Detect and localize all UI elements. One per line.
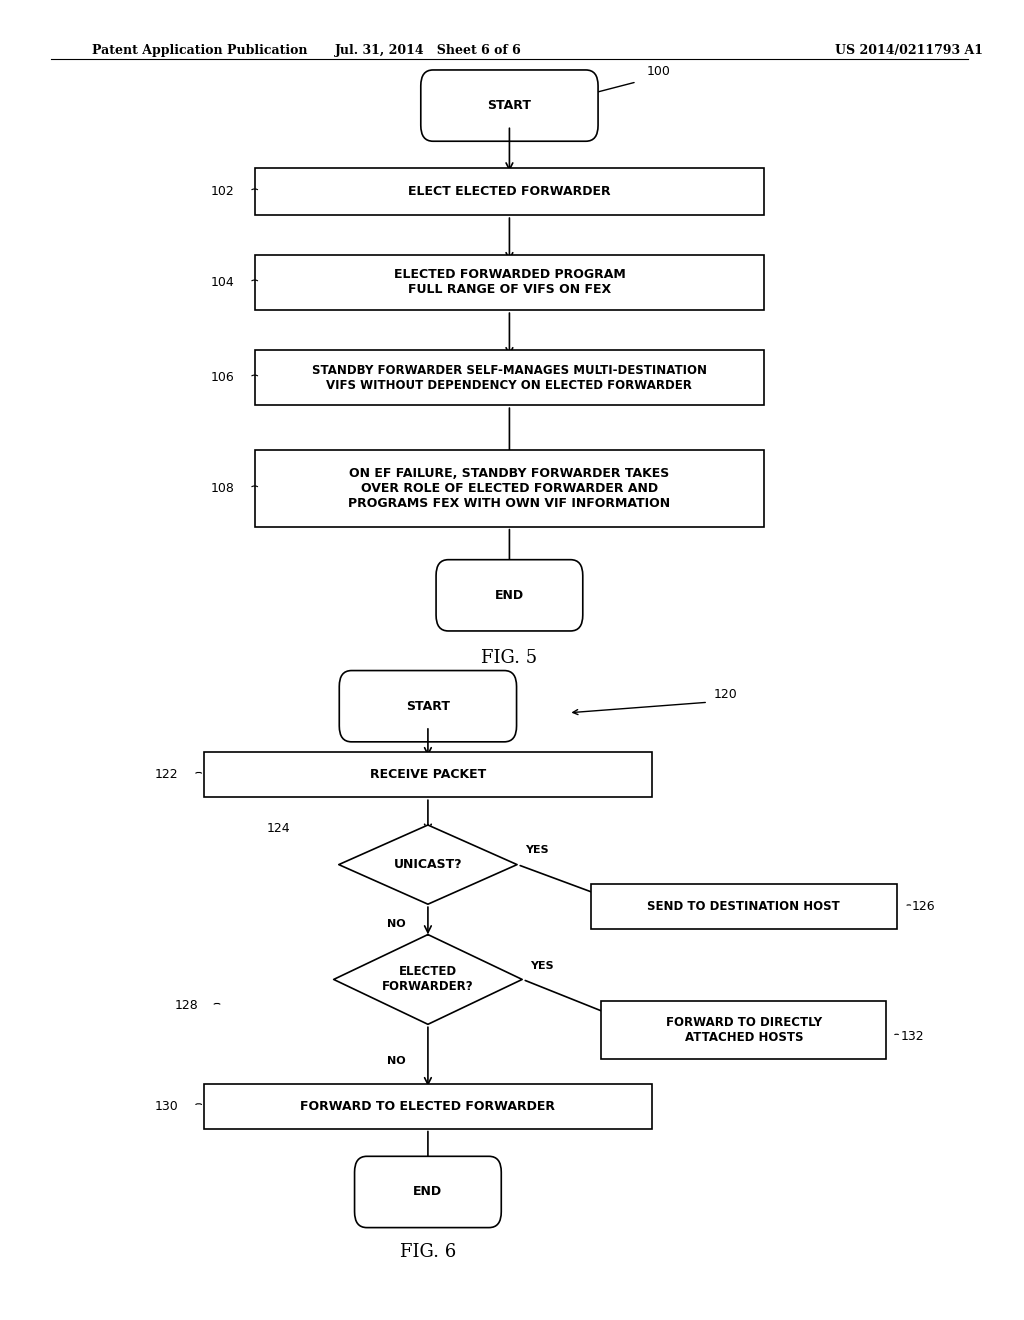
Text: NO: NO xyxy=(387,919,406,929)
FancyBboxPatch shape xyxy=(339,671,516,742)
Text: UNICAST?: UNICAST? xyxy=(393,858,462,871)
Text: ELECTED
FORWARDER?: ELECTED FORWARDER? xyxy=(382,965,474,994)
FancyBboxPatch shape xyxy=(204,752,652,797)
Text: FORWARD TO ELECTED FORWARDER: FORWARD TO ELECTED FORWARDER xyxy=(300,1100,555,1113)
Text: YES: YES xyxy=(524,845,548,855)
Text: 120: 120 xyxy=(713,688,737,701)
FancyBboxPatch shape xyxy=(436,560,583,631)
FancyBboxPatch shape xyxy=(255,450,764,527)
FancyBboxPatch shape xyxy=(591,884,897,929)
Text: STANDBY FORWARDER SELF-MANAGES MULTI-DESTINATION
VIFS WITHOUT DEPENDENCY ON ELEC: STANDBY FORWARDER SELF-MANAGES MULTI-DES… xyxy=(312,363,707,392)
Polygon shape xyxy=(334,935,522,1024)
Text: START: START xyxy=(406,700,450,713)
FancyBboxPatch shape xyxy=(255,255,764,310)
Text: FIG. 5: FIG. 5 xyxy=(481,649,538,668)
Text: SEND TO DESTINATION HOST: SEND TO DESTINATION HOST xyxy=(647,900,840,913)
Text: 102: 102 xyxy=(211,185,234,198)
Text: ELECTED FORWARDED PROGRAM
FULL RANGE OF VIFS ON FEX: ELECTED FORWARDED PROGRAM FULL RANGE OF … xyxy=(393,268,626,297)
FancyBboxPatch shape xyxy=(255,350,764,405)
Text: RECEIVE PACKET: RECEIVE PACKET xyxy=(370,768,486,781)
FancyBboxPatch shape xyxy=(204,1084,652,1129)
Text: 128: 128 xyxy=(175,999,199,1012)
Text: 100: 100 xyxy=(647,65,671,78)
Text: US 2014/0211793 A1: US 2014/0211793 A1 xyxy=(836,44,983,57)
Text: FIG. 6: FIG. 6 xyxy=(399,1243,456,1262)
Text: 104: 104 xyxy=(211,276,234,289)
Text: ELECT ELECTED FORWARDER: ELECT ELECTED FORWARDER xyxy=(409,185,610,198)
Polygon shape xyxy=(339,825,517,904)
Text: 124: 124 xyxy=(266,822,291,836)
Text: END: END xyxy=(495,589,524,602)
Text: FORWARD TO DIRECTLY
ATTACHED HOSTS: FORWARD TO DIRECTLY ATTACHED HOSTS xyxy=(666,1015,822,1044)
FancyBboxPatch shape xyxy=(601,1001,887,1059)
Text: Patent Application Publication: Patent Application Publication xyxy=(92,44,307,57)
Text: 126: 126 xyxy=(911,900,936,913)
Text: ON EF FAILURE, STANDBY FORWARDER TAKES
OVER ROLE OF ELECTED FORWARDER AND
PROGRA: ON EF FAILURE, STANDBY FORWARDER TAKES O… xyxy=(348,467,671,510)
Text: START: START xyxy=(487,99,531,112)
Text: 132: 132 xyxy=(901,1030,925,1043)
Text: YES: YES xyxy=(529,961,553,972)
Text: 106: 106 xyxy=(211,371,234,384)
Text: Jul. 31, 2014   Sheet 6 of 6: Jul. 31, 2014 Sheet 6 of 6 xyxy=(335,44,521,57)
FancyBboxPatch shape xyxy=(255,168,764,215)
FancyBboxPatch shape xyxy=(354,1156,502,1228)
Text: 122: 122 xyxy=(155,768,178,781)
Text: NO: NO xyxy=(387,1056,406,1067)
Text: 108: 108 xyxy=(211,482,234,495)
Text: END: END xyxy=(414,1185,442,1199)
Text: 130: 130 xyxy=(155,1100,178,1113)
FancyBboxPatch shape xyxy=(421,70,598,141)
